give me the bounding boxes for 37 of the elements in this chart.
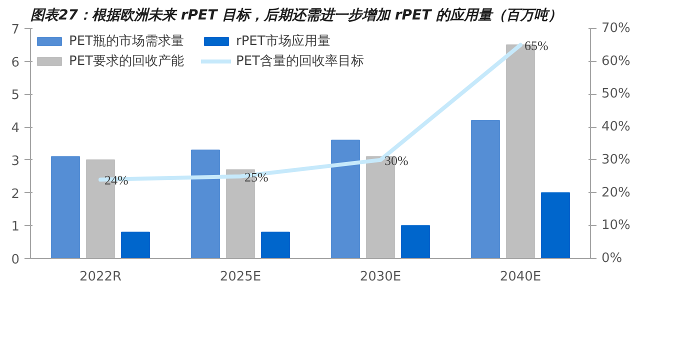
chart-title: 图表27：根据欧洲未来 rPET 目标，后期还需进一步增加 rPET 的应用量（百万吨）	[30, 6, 562, 24]
y2-tick-label: 20%	[602, 185, 630, 200]
bar	[471, 120, 500, 258]
y2-tick-label: 50%	[602, 86, 630, 102]
bar	[541, 192, 570, 258]
x-tick-label: 2040E	[500, 270, 542, 284]
data-label: 30%	[384, 152, 408, 168]
y2-tick-label: 0%	[602, 251, 622, 266]
y-tick-label: 0	[11, 252, 20, 268]
y2-tick-label: 30%	[602, 152, 630, 168]
y-tick-label: 3	[11, 154, 20, 169]
y2-tick-label: 70%	[602, 21, 630, 36]
x-tick-label: 2025E	[220, 270, 262, 284]
x-tick-label: 2030E	[360, 270, 402, 284]
y-tick-label: 6	[11, 55, 20, 70]
y2-tick-label: 10%	[602, 218, 630, 234]
bar	[261, 232, 290, 258]
bar	[401, 225, 430, 258]
legend-label: PET含量的回收率目标	[236, 53, 365, 70]
legend-label: PET要求的回收产能	[69, 53, 185, 70]
y-tick-label: 1	[11, 220, 20, 235]
y2-tick-label: 60%	[602, 54, 630, 69]
data-label: 25%	[244, 169, 268, 184]
bar	[121, 232, 150, 258]
y-tick-label: 5	[11, 88, 20, 104]
data-label: 24%	[104, 172, 128, 188]
bar	[191, 150, 220, 258]
y-tick-label: 2	[11, 186, 20, 202]
y-tick-label: 4	[11, 121, 20, 136]
data-label: 65%	[524, 38, 548, 53]
bar	[331, 140, 360, 258]
x-tick-label: 2022R	[79, 270, 122, 284]
y2-tick-label: 40%	[602, 120, 630, 135]
legend-label: PET瓶的市场需求量	[69, 33, 185, 50]
y-tick-label: 7	[11, 22, 20, 38]
bar	[51, 156, 80, 258]
legend-label: rPET市场应用量	[236, 33, 332, 50]
